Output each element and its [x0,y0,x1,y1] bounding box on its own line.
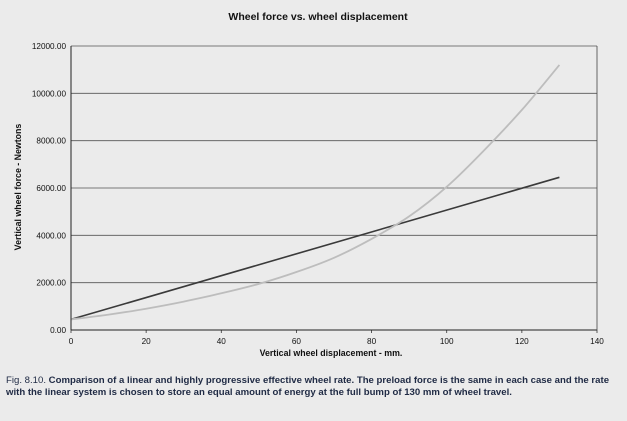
axes [70,46,598,333]
grid-lines [71,45,597,284]
tick-labels: 0.00 2000.00 4000.00 6000.00 8000.00 10000.00… [32,42,604,346]
y-tick-label: 6000.00 [36,184,66,193]
x-tick-label: 0 [69,337,74,346]
y-tick-label: 4000.00 [36,231,66,240]
x-tick-label: 120 [515,337,529,346]
y-tick-label: 2000.00 [36,279,66,288]
chart: Wheel force vs. wheel displacement 0.00 2… [13,11,604,358]
x-axis-label: Vertical wheel displacement - mm. [260,348,403,358]
y-tick-label: 8000.00 [36,137,66,146]
series-line-progressive [70,64,561,321]
y-tick-label: 12000.00 [32,42,67,51]
caption-text: Comparison of a linear and highly progre… [6,375,610,398]
x-tick-label: 60 [292,337,302,346]
figure-label: Fig. 8.10. [6,375,46,386]
series-line-linear [70,176,560,321]
chart-title: Wheel force vs. wheel displacement [228,11,408,23]
figure-caption: Fig. 8.10. Comparison of a linear and hi… [6,375,616,398]
x-tick-label: 140 [590,337,604,346]
y-axis-label: Vertical wheel force - Newtons [13,124,23,251]
x-tick-label: 100 [440,337,454,346]
y-tick-label: 10000.00 [32,89,67,98]
x-tick-label: 40 [217,337,227,346]
series-lines [70,64,561,321]
x-tick-label: 80 [367,337,377,346]
x-tick-label: 20 [142,337,152,346]
y-tick-label: 0.00 [50,326,66,335]
